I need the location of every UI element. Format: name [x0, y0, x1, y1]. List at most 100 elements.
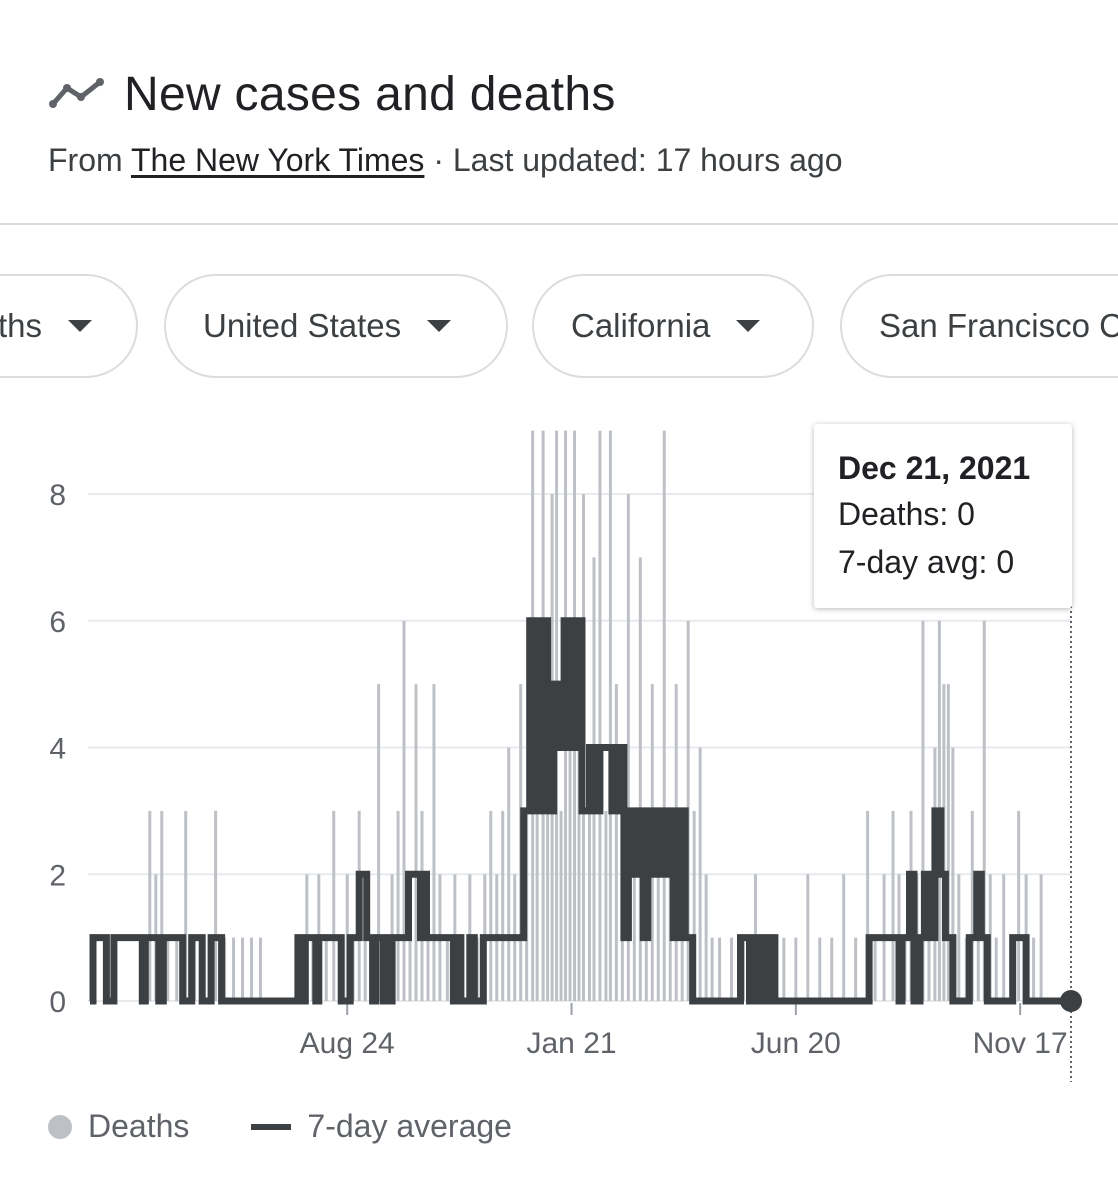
tooltip-deaths: Deaths: 0 — [838, 496, 975, 532]
country-dropdown[interactable]: United States — [164, 274, 508, 378]
deaths-bar — [1039, 874, 1043, 1001]
deaths-bar — [970, 810, 974, 1001]
source-link[interactable]: The New York Times — [130, 142, 425, 178]
deaths-bar — [598, 430, 602, 1001]
deaths-bar — [396, 810, 400, 1001]
chevron-down-icon — [68, 320, 92, 332]
deaths-bar — [730, 937, 734, 1001]
deaths-bar — [982, 620, 986, 1001]
deaths-legend-dot — [48, 1114, 72, 1139]
deaths-bar — [184, 810, 188, 1001]
deaths-bar — [568, 684, 572, 1001]
y-tick-label: 6 — [49, 606, 66, 639]
chevron-down-icon — [736, 320, 761, 332]
title-row: New cases and deaths — [48, 58, 1118, 130]
last-updated: · Last updated: 17 hours ago — [433, 142, 843, 178]
deaths-bar — [604, 810, 608, 1001]
deaths-bar — [854, 937, 858, 1001]
deaths-bar — [148, 810, 152, 1001]
filter-chips: ths United States California San Francis… — [0, 274, 1118, 382]
deaths-bar — [951, 747, 955, 1001]
deaths-bar — [489, 810, 493, 1001]
average-legend-label: 7-day average — [307, 1108, 512, 1144]
deaths-bar — [638, 557, 642, 1001]
y-tick-label: 0 — [49, 986, 66, 1019]
x-tick-label: Aug 24 — [300, 1027, 395, 1060]
deaths-bar — [718, 937, 722, 1001]
county-dropdown[interactable]: San Francisco County — [840, 274, 1118, 378]
highlight-point — [1060, 990, 1082, 1012]
deaths-bar — [704, 874, 708, 1001]
deaths-bar — [559, 810, 563, 1001]
deaths-bar — [957, 874, 961, 1001]
tooltip-avg: 7-day avg: 0 — [838, 544, 1015, 580]
header-divider — [0, 223, 1118, 225]
deaths-bar — [830, 937, 834, 1001]
deaths-bar — [166, 937, 170, 1001]
chart-tooltip: Dec 21, 2021 Deaths: 0 7-day avg: 0 — [814, 424, 1072, 608]
deaths-bar — [587, 810, 591, 1001]
deaths-bar — [632, 874, 636, 1001]
deaths-bar — [662, 430, 666, 1001]
x-tick-label: Jun 20 — [751, 1027, 841, 1060]
y-tick-label: 4 — [49, 733, 66, 766]
deaths-bar — [426, 937, 430, 1001]
country-dropdown-label: United States — [203, 307, 402, 344]
metric-dropdown[interactable]: ths — [0, 274, 138, 378]
deaths-bar — [806, 874, 810, 1001]
metric-dropdown-label: ths — [0, 307, 42, 344]
deaths-bar — [873, 937, 877, 1001]
deaths-bar — [232, 937, 236, 1001]
card-title: New cases and deaths — [124, 67, 616, 121]
deaths-bar — [866, 810, 870, 1001]
seven-day-average-line — [89, 617, 1071, 1005]
card-header: New cases and deaths From The New York T… — [48, 58, 1118, 179]
deaths-bar — [818, 937, 822, 1001]
deaths-bar — [546, 684, 550, 1001]
deaths-bar — [1032, 937, 1036, 1001]
y-tick-label: 8 — [49, 479, 66, 512]
deaths-bar — [402, 620, 406, 1001]
y-tick-label: 2 — [49, 859, 66, 892]
deaths-bar — [258, 937, 262, 1001]
deaths-bar — [794, 937, 798, 1001]
deaths-bar — [445, 937, 449, 1001]
deaths-bar — [782, 937, 786, 1001]
trending-line-icon — [49, 78, 104, 108]
deaths-bar — [656, 874, 660, 1001]
state-dropdown[interactable]: California — [532, 274, 814, 378]
deaths-bar — [432, 684, 436, 1001]
deaths-bar — [946, 684, 950, 1001]
deaths-bar — [921, 620, 925, 1001]
source-line: From The New York Times · Last updated: … — [48, 142, 1118, 179]
deaths-bar — [414, 684, 418, 1001]
state-dropdown-label: California — [571, 307, 711, 344]
deaths-bar — [160, 810, 164, 1001]
deaths-bar — [1017, 810, 1021, 1001]
deaths-bar — [501, 810, 505, 1001]
deaths-bar — [1002, 874, 1006, 1001]
deaths-bar — [324, 937, 328, 1001]
x-tick-label: Jan 21 — [526, 1027, 616, 1060]
deaths-bar — [608, 430, 612, 1001]
deaths-bar — [241, 937, 245, 1001]
chevron-down-icon — [427, 320, 452, 332]
deaths-legend-label: Deaths — [88, 1108, 190, 1144]
deaths-bar — [332, 810, 336, 1001]
deaths-bar — [614, 684, 618, 1001]
average-legend-line — [251, 1123, 292, 1130]
deaths-bar — [577, 747, 581, 1001]
deaths-bar — [692, 810, 696, 1001]
deaths-bar — [891, 810, 895, 1001]
tooltip-date: Dec 21, 2021 — [838, 450, 1031, 486]
deaths-bar — [698, 747, 702, 1001]
deaths-bar — [535, 747, 539, 1001]
deaths-bar — [250, 937, 254, 1001]
deaths-bar — [710, 937, 714, 1001]
deaths-bar — [408, 937, 412, 1001]
deaths-bar — [214, 810, 218, 1001]
source-prefix: From — [48, 142, 123, 178]
deaths-bar — [507, 747, 511, 1001]
chart-legend: Deaths 7-day average — [48, 1108, 512, 1145]
deaths-chart[interactable]: 0 2 4 6 8 Aug 24 Jan 21 Jun 20 Nov 17 — [0, 410, 1118, 1090]
